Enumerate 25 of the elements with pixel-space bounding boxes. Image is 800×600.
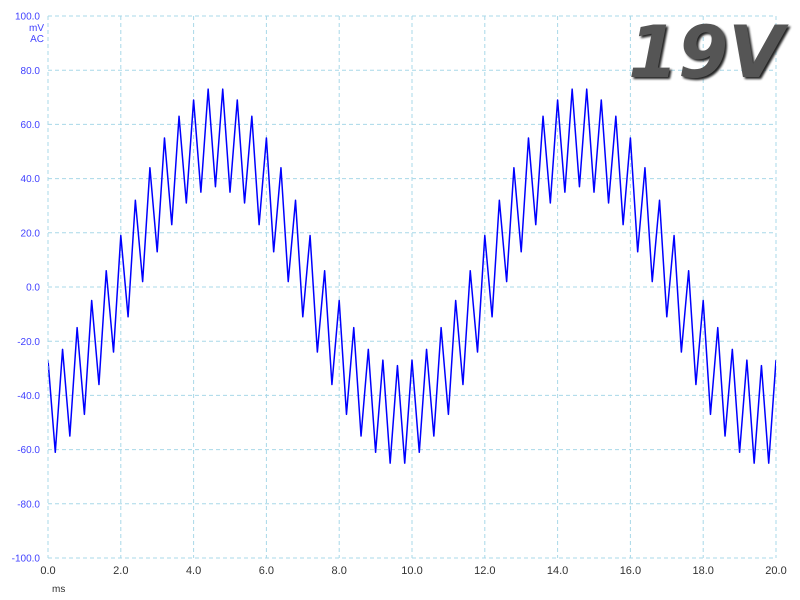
- x-tick-label: 8.0: [332, 564, 347, 577]
- y-tick-label: 100.0: [14, 12, 40, 23]
- x-tick-label: 16.0: [620, 564, 642, 577]
- y-axis-title: mV AC: [28, 23, 44, 45]
- y-tick-label: 40.0: [20, 174, 40, 186]
- y-tick-label: -100.0: [12, 554, 40, 565]
- x-tick-label: 4.0: [186, 564, 202, 577]
- x-tick-label: 14.0: [546, 564, 568, 577]
- x-tick-label: 2.0: [113, 564, 128, 577]
- x-tick-label: 10.0: [401, 564, 423, 577]
- x-tick-label: 0.0: [40, 564, 56, 577]
- y-tick-label: -60.0: [17, 445, 40, 456]
- x-axis-title: ms: [52, 584, 66, 595]
- y-tick-label: 0.0: [26, 282, 40, 294]
- y-tick-label: -40.0: [17, 390, 40, 402]
- line-series: [48, 88, 776, 464]
- y-tick-label: -20.0: [17, 336, 40, 348]
- y-tick-label: 20.0: [20, 228, 40, 240]
- y-tick-label: 80.0: [20, 66, 40, 77]
- y-tick-label: -80.0: [17, 499, 40, 510]
- x-tick-label: 20.0: [765, 564, 787, 577]
- x-tick-label: 6.0: [258, 564, 274, 577]
- x-tick-label: 18.0: [692, 564, 714, 577]
- x-tick-label: 12.0: [474, 564, 496, 577]
- y-tick-label: 60.0: [20, 120, 40, 131]
